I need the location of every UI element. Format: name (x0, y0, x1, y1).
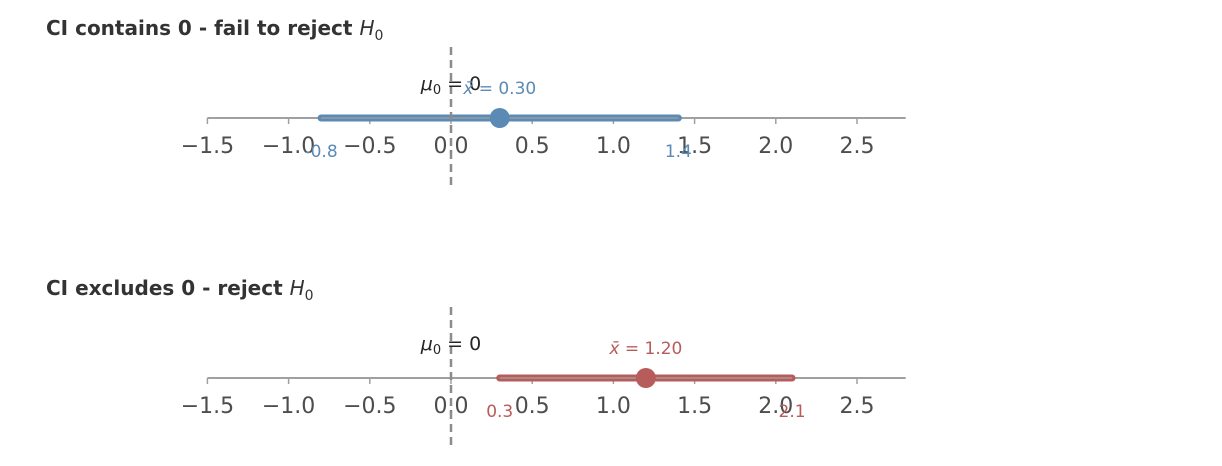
xbar-symbol: x̄ (462, 79, 474, 99)
mean-value: = 0.30 (473, 79, 536, 99)
mu-rest: = 0 (441, 73, 481, 95)
mu-symbol: μ (420, 333, 433, 355)
panel-title: CI excludes 0 - reject H0 (46, 276, 314, 304)
title-math: H (359, 16, 374, 40)
x-tick-label: −0.5 (343, 134, 396, 159)
mu-subscript: 0 (433, 343, 441, 358)
null-label: μ0 = 0 (420, 333, 481, 358)
title-subscript: 0 (374, 28, 383, 44)
panel-2: CI excludes 0 - reject H0−1.5 −1.0 −0.5 0.0… (46, 276, 906, 450)
mean-label: x̄ = 0.30 (462, 79, 536, 99)
x-tick-label: 1.0 (596, 134, 631, 159)
mu-symbol: μ (420, 73, 433, 95)
title-text: CI excludes 0 - reject (46, 276, 290, 300)
x-tick-label: 1.0 (596, 394, 631, 419)
x-tick-label: 0.5 (515, 394, 550, 419)
ci-upper-label: 2.1 (779, 402, 806, 422)
mean-value: = 1.20 (619, 339, 682, 359)
x-tick-label: 2.5 (840, 134, 875, 159)
mean-label: x̄ = 1.20 (608, 339, 682, 359)
null-label: μ0 = 0 (420, 73, 481, 98)
ci-lower-label: -0.8 (304, 142, 337, 162)
x-tick-label: −1.0 (262, 394, 315, 419)
title-subscript: 0 (305, 288, 314, 304)
x-tick-label: 2.0 (758, 134, 793, 159)
mu-rest: = 0 (441, 333, 481, 355)
panel-1: CI contains 0 - fail to reject H0−1.5 −1.… (46, 16, 906, 190)
panel-title: CI contains 0 - fail to reject H0 (46, 16, 383, 44)
x-tick-label: −0.5 (343, 394, 396, 419)
x-tick-label: 1.5 (677, 394, 712, 419)
x-tick-label: 0.5 (515, 134, 550, 159)
xbar-symbol: x̄ (608, 339, 620, 359)
ci-upper-label: 1.4 (665, 142, 692, 162)
x-tick-label: −1.0 (262, 134, 315, 159)
title-text: CI contains 0 - fail to reject (46, 16, 359, 40)
mu-subscript: 0 (433, 83, 441, 98)
title-math: H (290, 276, 305, 300)
x-tick-label: 2.0 (758, 394, 793, 419)
x-tick-label: 2.5 (840, 394, 875, 419)
x-tick-label: 1.5 (677, 134, 712, 159)
sample-mean-marker (635, 368, 656, 388)
ci-lower-label: 0.3 (486, 402, 513, 422)
x-tick-label: −1.5 (181, 394, 234, 419)
sample-mean-marker (489, 108, 510, 128)
x-tick-label: −1.5 (181, 134, 234, 159)
